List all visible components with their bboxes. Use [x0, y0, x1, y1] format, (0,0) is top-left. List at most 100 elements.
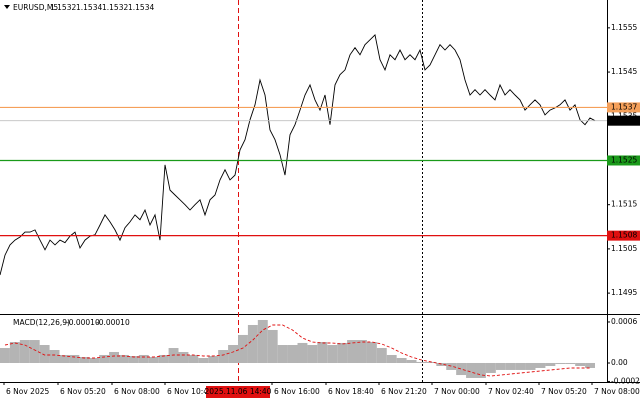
macd-bar: [386, 354, 397, 363]
macd-bar: [495, 362, 506, 370]
x-tick-label: 6 Nov 2025: [6, 387, 49, 396]
level-label: 1.1508: [611, 231, 637, 240]
x-tick-label: 6 Nov 16:00: [274, 387, 320, 396]
macd-bar: [39, 345, 50, 363]
y-tick-label: 1.1515: [611, 200, 637, 209]
macd-bar: [466, 362, 476, 378]
macd-bar: [416, 361, 427, 363]
y-tick-label: -0.00027: [611, 376, 640, 385]
macd-bar: [69, 354, 80, 363]
macd-bar: [376, 348, 387, 363]
quote-value: 1.1534: [76, 3, 102, 12]
macd-bar: [198, 358, 209, 363]
macd-bar: [228, 345, 238, 363]
macd-bar: [29, 340, 40, 363]
macd-bar: [396, 358, 407, 363]
macd-bar: [337, 342, 348, 363]
x-tick-label: 7 Nov 00:00: [434, 387, 480, 396]
macd-bar: [436, 362, 447, 367]
macd-bar: [555, 362, 566, 365]
macd-bar: [128, 356, 139, 363]
macd-bar: [317, 342, 328, 363]
x-tick-label: 7 Nov 02:40: [488, 387, 534, 396]
symbol-title: EURUSD,M5: [13, 3, 58, 12]
x-tick-label: 7 Nov 05:20: [541, 387, 587, 396]
indicator-title: MACD(12,26,9): [13, 318, 70, 327]
macd-bar: [406, 359, 417, 363]
macd-bar: [99, 354, 110, 363]
macd-bar: [257, 319, 268, 363]
macd-bar: [505, 362, 516, 370]
level-label-box: [607, 230, 640, 241]
macd-bar: [357, 340, 367, 363]
macd-bar: [366, 342, 377, 363]
x-tick-label: 6 Nov 21:20: [381, 387, 427, 396]
macd-bar: [565, 362, 576, 365]
y-tick-label: 1.1545: [611, 67, 637, 76]
macd-bar: [446, 362, 457, 370]
macd-bar: [19, 340, 30, 363]
x-tick-label: 7 Nov 08:00: [594, 387, 640, 396]
macd-bar: [178, 351, 189, 363]
crosshair-label: 2025.11.06 14:40: [205, 387, 272, 396]
quote-value: 1.1532: [102, 3, 128, 12]
macd-bar: [277, 345, 288, 363]
macd-bar: [267, 329, 278, 363]
x-tick-label: 6 Nov 05:20: [60, 387, 106, 396]
macd-bar: [238, 334, 248, 363]
macd-bar: [89, 358, 100, 363]
macd-bar: [247, 324, 258, 363]
price-line: [0, 33, 596, 276]
crosshair-label-box: [206, 386, 270, 398]
macd-bar: [485, 362, 496, 373]
y-tick-label: 1.1555: [611, 23, 637, 32]
level-label-box: [607, 102, 640, 113]
quote-value: 1.1534: [128, 3, 154, 12]
last-price-label: 1.1534: [611, 116, 637, 125]
macd-bar: [49, 350, 60, 363]
indicator-reading: -0.00010: [66, 318, 100, 327]
macd-bar: [148, 356, 159, 363]
y-tick-label: 1.1505: [611, 244, 637, 253]
macd-bar: [188, 354, 199, 363]
y-tick-label: 1.1495: [611, 288, 637, 297]
macd-bar: [585, 362, 595, 368]
y-tick-label: 0.00: [611, 358, 628, 367]
last-price-box: [607, 115, 640, 126]
macd-bar: [307, 345, 318, 363]
level-label: 1.1525: [611, 155, 637, 164]
macd-bar: [297, 342, 308, 363]
macd-bar: [109, 351, 119, 363]
macd-bar: [119, 354, 129, 363]
x-tick-label: 6 Nov 08:00: [114, 387, 160, 396]
macd-bar: [545, 362, 556, 367]
macd-bar: [535, 362, 546, 368]
macd-bar: [158, 354, 169, 363]
macd-bar: [525, 362, 536, 370]
level-label: 1.1537: [611, 102, 637, 111]
macd-bar: [9, 342, 20, 363]
level-label-box: [607, 155, 640, 166]
macd-bar: [426, 361, 437, 363]
signal-line: [4, 324, 590, 377]
macd-bar: [287, 345, 298, 363]
macd-bar: [168, 348, 179, 363]
macd-bar: [218, 350, 229, 363]
macd-bar: [79, 356, 90, 363]
macd-bar: [476, 362, 486, 378]
macd-bar: [208, 356, 219, 363]
macd-bar: [515, 362, 526, 370]
macd-bar: [575, 362, 586, 367]
x-tick-label: 6 Nov 10:40: [167, 387, 213, 396]
macd-bar: [347, 340, 357, 363]
y-tick-label: 0.0006: [611, 317, 637, 326]
macd-bar: [456, 362, 467, 376]
indicator-reading: -0.00010: [96, 318, 130, 327]
macd-bar: [0, 348, 10, 363]
macd-bar: [59, 354, 70, 363]
quote-value: 1.1532: [50, 3, 76, 12]
x-tick-label: 6 Nov 18:40: [328, 387, 374, 396]
symbol-menu-icon[interactable]: [4, 5, 10, 9]
